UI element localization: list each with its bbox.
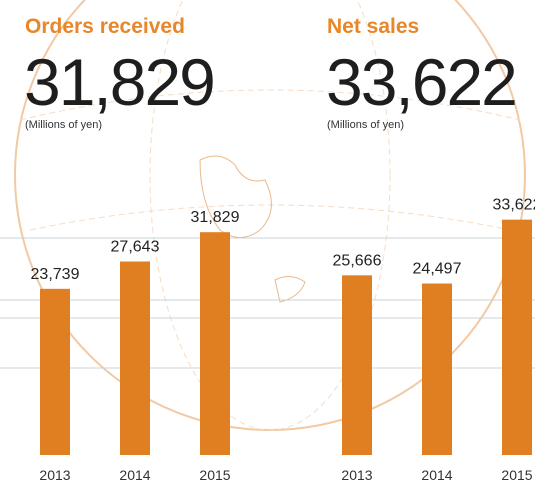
x-tick-label: 2015 [501, 467, 532, 483]
bar [502, 219, 532, 455]
bar [40, 288, 70, 455]
x-tick-label: 2014 [119, 467, 150, 483]
x-tick-label: 2014 [421, 467, 452, 483]
value-label: 23,739 [31, 266, 80, 283]
value-label: 24,497 [413, 261, 462, 278]
bar [342, 275, 372, 455]
meridian [149, 0, 391, 431]
value-label: 27,643 [111, 238, 160, 255]
chart-title: Net sales [327, 15, 419, 38]
unit-label: (Millions of yen) [25, 119, 102, 131]
x-tick-label: 2013 [341, 467, 372, 483]
x-tick-label: 2015 [199, 467, 230, 483]
x-tick-label: 2013 [39, 467, 70, 483]
value-label: 33,622 [493, 197, 535, 214]
headline-value: 33,622 [326, 45, 516, 119]
bar [200, 232, 230, 455]
background-globe [14, 0, 526, 431]
unit-label: (Millions of yen) [327, 119, 404, 131]
background-lines [0, 237, 535, 369]
headline-value: 31,829 [24, 45, 214, 119]
bar [422, 283, 452, 455]
parallel [19, 89, 521, 231]
chart-title: Orders received [25, 15, 185, 38]
bar [120, 261, 150, 455]
value-label: 31,829 [191, 209, 240, 226]
value-label: 25,666 [333, 252, 382, 269]
